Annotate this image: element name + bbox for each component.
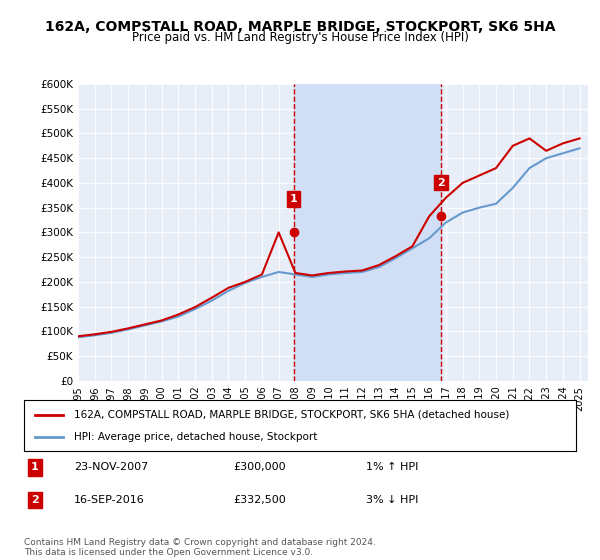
Bar (294, 84, 441, 381)
Text: 2: 2 (437, 178, 445, 188)
Text: 1% ↑ HPI: 1% ↑ HPI (366, 463, 419, 473)
Text: Contains HM Land Registry data © Crown copyright and database right 2024.
This d: Contains HM Land Registry data © Crown c… (24, 538, 376, 557)
Text: 162A, COMPSTALL ROAD, MARPLE BRIDGE, STOCKPORT, SK6 5HA (detached house): 162A, COMPSTALL ROAD, MARPLE BRIDGE, STO… (74, 409, 509, 419)
Text: 1: 1 (31, 463, 39, 473)
Text: 16-SEP-2016: 16-SEP-2016 (74, 495, 145, 505)
Text: HPI: Average price, detached house, Stockport: HPI: Average price, detached house, Stoc… (74, 432, 317, 442)
Text: Price paid vs. HM Land Registry's House Price Index (HPI): Price paid vs. HM Land Registry's House … (131, 31, 469, 44)
Text: £300,000: £300,000 (234, 463, 286, 473)
Text: 162A, COMPSTALL ROAD, MARPLE BRIDGE, STOCKPORT, SK6 5HA: 162A, COMPSTALL ROAD, MARPLE BRIDGE, STO… (45, 20, 555, 34)
Text: 2: 2 (31, 495, 39, 505)
Text: £332,500: £332,500 (234, 495, 287, 505)
Text: 23-NOV-2007: 23-NOV-2007 (74, 463, 148, 473)
Text: 1: 1 (290, 194, 298, 204)
Text: 3% ↓ HPI: 3% ↓ HPI (366, 495, 419, 505)
